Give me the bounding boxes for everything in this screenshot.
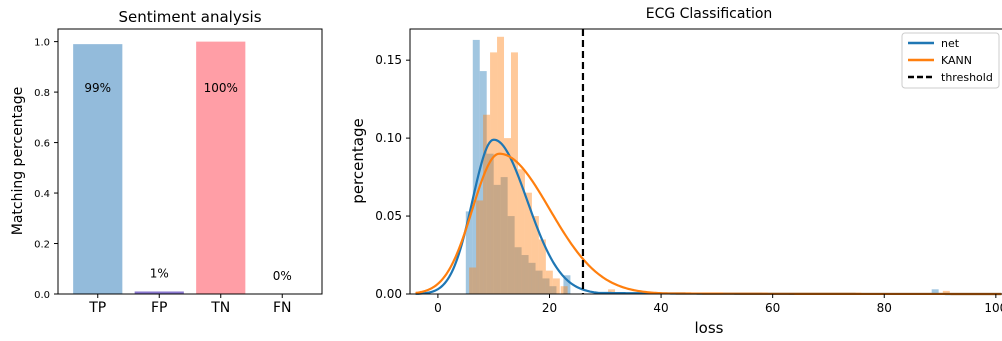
sentiment-chart: Sentiment analysis 99% 1% 100% 0% 0.0 0.2 0.4… (10, 8, 323, 316)
bar-tp (73, 44, 123, 295)
legend-label-threshold: threshold (941, 71, 993, 84)
hist-bar-kann (469, 267, 477, 294)
value-label-tp: 99% (84, 81, 111, 95)
hist-bar-kann (476, 200, 484, 294)
hist-bar-net (507, 216, 515, 294)
ecg-plot-frame (409, 28, 1002, 295)
y-tick-label: 0.6 (34, 139, 50, 150)
sentiment-y-axis-label: Matching percentage (10, 87, 26, 236)
ecg-legend: net KANN threshold (901, 32, 1000, 89)
y-tick-label: 0.2 (34, 240, 50, 251)
x-tick-label: 80 (877, 301, 892, 315)
sentiment-x-ticks: TP FP TN FN (88, 294, 292, 316)
hist-bar-kann (942, 290, 950, 294)
hist-bar-kann (524, 192, 532, 294)
hist-bar-kann (504, 138, 511, 294)
y-tick-label: 1.0 (34, 38, 50, 49)
hist-bar-kann (490, 52, 498, 294)
hist-bar-net (542, 278, 550, 294)
y-tick-label: 0.4 (34, 189, 50, 200)
ecg-x-axis-label: loss (695, 319, 724, 337)
ecg-chart-title: ECG Classification (646, 6, 773, 22)
hist-bar-kann (497, 36, 505, 294)
hist-bar-net (528, 262, 536, 294)
x-tick-label: 20 (542, 301, 557, 315)
hist-bar-net (563, 275, 571, 294)
hist-bar-net (535, 270, 543, 294)
hist-bar-kann (552, 278, 560, 294)
y-tick-label: 0.00 (375, 287, 402, 301)
value-label-tn: 100% (204, 81, 238, 95)
hist-bar-kann (531, 216, 539, 294)
x-tick-label-fp: FP (151, 300, 168, 316)
x-tick-label: 60 (765, 301, 780, 315)
hist-bar-kann (545, 270, 553, 294)
bar-tn (196, 41, 246, 294)
y-tick-label: 0.05 (375, 209, 402, 223)
hist-bar-net (493, 184, 501, 294)
hist-bar-kann (560, 286, 568, 294)
x-tick-label-tp: TP (88, 300, 106, 316)
ecg-y-axis-label: percentage (349, 118, 367, 203)
sentiment-plot-frame (57, 28, 323, 295)
ecg-histograms (465, 36, 950, 295)
x-tick-label: 0 (434, 301, 442, 315)
sentiment-value-labels: 99% 1% 100% 0% (84, 81, 291, 283)
x-tick-label-tn: TN (210, 300, 230, 316)
sentiment-bars (73, 41, 246, 295)
hist-bar-net (521, 255, 529, 294)
legend-frame (901, 32, 1000, 89)
ecg-chart: ECG Classification 0.00 0.05 0.10 0.15 0 20 4… (349, 6, 1002, 337)
hist-bar-kann (517, 169, 525, 294)
hist-bar-net (465, 211, 473, 294)
sentiment-chart-title: Sentiment analysis (118, 8, 261, 26)
hist-bar-kann (538, 239, 546, 294)
bar-fp (134, 291, 184, 294)
value-label-fn: 0% (273, 269, 292, 283)
sentiment-y-ticks: 0.0 0.2 0.4 0.6 0.8 1.0 (34, 38, 58, 301)
legend-label-kann: KANN (941, 54, 972, 67)
hist-bar-kann (483, 114, 491, 294)
legend-label-net: net (941, 37, 960, 50)
hist-bar-kann (608, 289, 616, 294)
y-tick-label: 0.0 (34, 290, 50, 301)
y-tick-label: 0.10 (375, 131, 402, 145)
value-label-fp: 1% (150, 266, 169, 280)
hist-bar-net (931, 289, 939, 294)
hist-bar-net (486, 153, 494, 294)
y-tick-label: 0.8 (34, 88, 50, 99)
hist-bar-net (500, 177, 508, 294)
hist-bar-kann (510, 52, 518, 294)
ecg-x-ticks: 0 20 40 60 80 100 (434, 294, 1002, 315)
y-tick-label: 0.15 (375, 53, 402, 67)
hist-bar-net (514, 247, 522, 294)
x-tick-label-fn: FN (273, 300, 292, 316)
x-tick-label: 40 (653, 301, 668, 315)
hist-bar-net (472, 39, 480, 294)
ecg-y-ticks: 0.00 0.05 0.10 0.15 (375, 53, 410, 301)
hist-bar-net (479, 71, 487, 295)
x-tick-label: 100 (984, 301, 1002, 315)
hist-bar-net (549, 286, 557, 294)
